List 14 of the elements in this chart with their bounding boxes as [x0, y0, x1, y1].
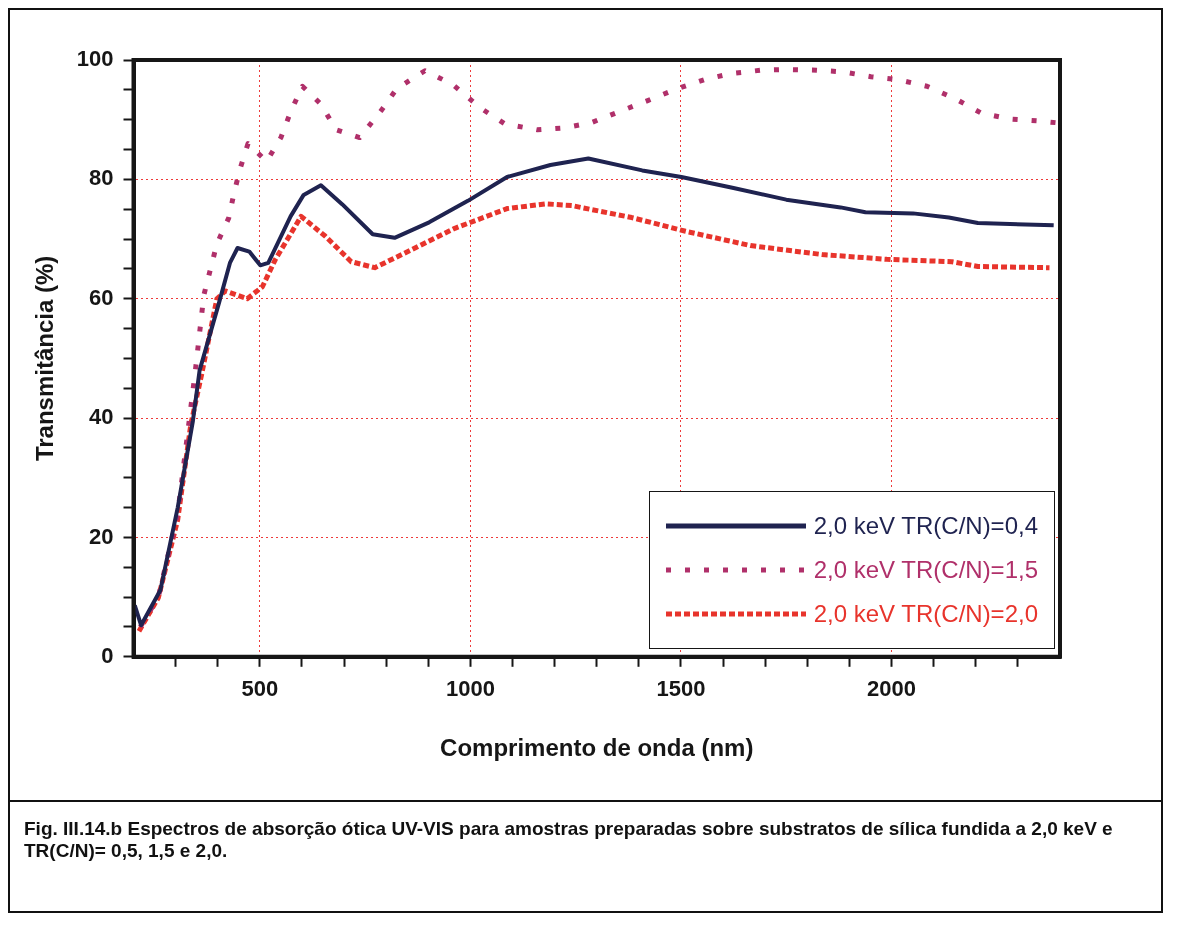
text: Fig. III.14.b Espectros de absorção ótica UV-VIS para amostras preparadas sobre substratos de sílica fundida a 2,0 keV e TR(C/N)= 0,5, 1,5 e 2,0. — [24, 818, 1114, 862]
x-tick-label: 1500 — [656, 676, 706, 702]
y-tick-label: 100 — [76, 46, 114, 72]
x-tick-label: 2000 — [867, 676, 917, 702]
x-tick-label: 500 — [241, 676, 279, 702]
x-axis-title: Comprimento de onda (nm) — [440, 734, 754, 762]
y-tick-label: 0 — [101, 642, 114, 668]
legend-panel: 2,0 keV TR(C/N)=0,4 2,0 keV TR(C/N)=1,5 2,0 keV TR(C/N)=2,0 — [648, 491, 1055, 649]
y-axis-title: Transmitância (%) — [31, 255, 59, 462]
y-tick-label: 40 — [89, 404, 114, 430]
x-tick-label: 1000 — [445, 676, 495, 702]
y-tick-label: 60 — [89, 284, 114, 310]
y-tick-label: 20 — [89, 523, 114, 549]
y-tick-label: 80 — [89, 165, 114, 191]
